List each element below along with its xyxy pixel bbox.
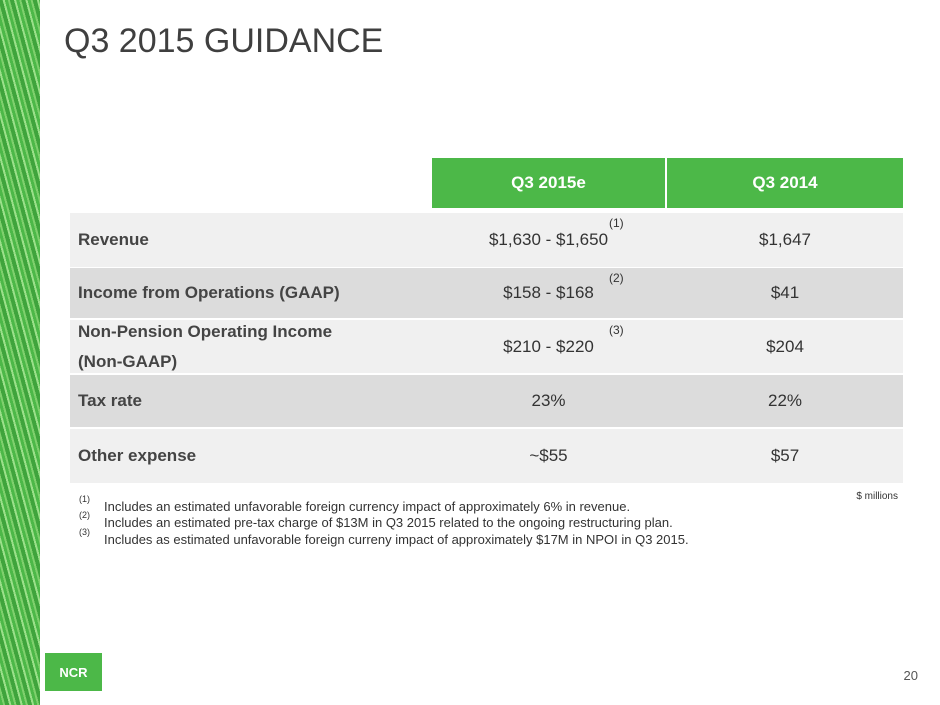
slide-title: Q3 2015 GUIDANCE <box>64 22 384 60</box>
row-label: Non-Pension Operating Income (Non-GAAP) <box>78 321 333 371</box>
cell-prior: $41 <box>770 283 800 302</box>
estimate-value: ~$55 <box>529 446 568 465</box>
footnote-ref: (1) <box>609 216 624 230</box>
column-header: Q3 2014 <box>667 158 903 208</box>
estimate-value: $1,630 - $1,650 <box>488 230 609 249</box>
footnote-text: Includes as estimated unfavorable foreig… <box>104 532 689 547</box>
decorative-strip <box>0 0 40 705</box>
row-background <box>70 375 903 427</box>
cell-prior: $57 <box>770 446 800 465</box>
row-background <box>70 429 903 483</box>
row-background <box>70 268 903 318</box>
logo-text: NCR <box>59 664 88 680</box>
units-note: $ millions <box>856 491 898 502</box>
cell-estimate: ~$55 <box>432 429 665 483</box>
footnote-ref: (2) <box>609 271 624 285</box>
column-header: Q3 2015e <box>432 158 665 208</box>
row-label: Tax rate <box>78 391 142 410</box>
footnote-marker: (3) <box>79 527 90 537</box>
cell-prior: $1,647 <box>759 230 811 249</box>
row-background <box>70 213 903 267</box>
footnote-marker: (2) <box>79 510 90 520</box>
footnote-marker: (1) <box>79 494 90 504</box>
estimate-value: $210 - $220 <box>503 336 594 356</box>
row-label: Revenue <box>78 230 149 249</box>
cell-estimate: $1,630 - $1,650 (1) <box>432 213 665 267</box>
footnote-ref: (3) <box>609 323 624 337</box>
cell-prior: 22% <box>767 391 803 410</box>
cell-estimate: $210 - $220 (3) <box>432 320 665 373</box>
page-number: 20 <box>903 668 918 683</box>
cell-estimate: 23% <box>432 375 665 427</box>
cell-estimate: $158 - $168 (2) <box>432 268 665 318</box>
row-label: Income from Operations (GAAP) <box>78 283 340 302</box>
logo: NCR <box>45 653 102 691</box>
cell-prior: $204 <box>766 336 804 356</box>
row-background <box>70 320 903 373</box>
estimate-value: 23% <box>531 391 566 410</box>
footnote-text: Includes an estimated unfavorable foreig… <box>104 499 631 514</box>
footnote-text: Includes an estimated pre-tax charge of … <box>104 515 673 530</box>
row-label: Other expense <box>78 446 197 465</box>
estimate-value: $158 - $168 <box>503 283 594 302</box>
